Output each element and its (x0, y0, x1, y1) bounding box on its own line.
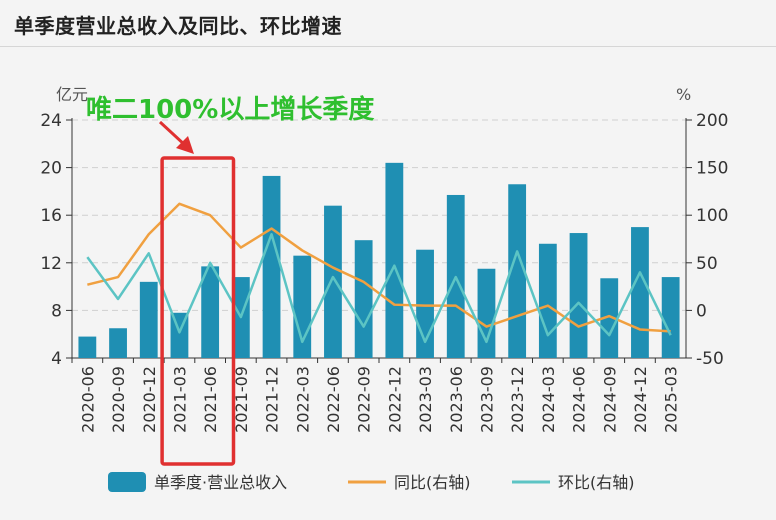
x-tick-label: 2022-09 (355, 366, 374, 433)
x-tick-label: 2024-06 (570, 366, 589, 433)
legend-label-bar: 单季度·营业总收入 (154, 473, 287, 492)
x-tick-label: 2021-12 (263, 366, 282, 433)
right-tick-label: 0 (696, 301, 707, 321)
right-tick-label: 150 (696, 159, 728, 179)
bar-2020-12 (139, 281, 158, 358)
bar-2022-06 (324, 205, 342, 358)
right-tick-label: 100 (696, 206, 728, 226)
x-tick-label: 2022-06 (324, 366, 343, 433)
x-tick-label: 2022-12 (385, 366, 404, 433)
x-tick-label: 2023-06 (447, 366, 466, 433)
arrow-line (158, 120, 188, 148)
bar-2024-06 (569, 233, 588, 358)
bar-2021-06 (201, 266, 220, 358)
left-tick-label: 24 (40, 111, 62, 131)
x-tick-label: 2021-06 (201, 366, 220, 433)
highlight-box (160, 156, 236, 466)
x-tick-label: 2023-09 (477, 366, 496, 433)
title-divider (0, 46, 776, 47)
bar-2024-09 (600, 278, 619, 358)
annotation-text: 唯二100%以上增长季度 (86, 94, 374, 125)
left-tick-label: 8 (51, 301, 62, 321)
bar-2025-03 (661, 277, 680, 358)
x-tick-label: 2021-09 (232, 366, 251, 433)
legend-swatch-bar (108, 472, 146, 492)
arrow-head (176, 136, 194, 154)
x-tick-label: 2024-12 (631, 366, 650, 433)
left-tick-label: 16 (40, 206, 62, 226)
left-tick-label: 20 (40, 159, 62, 179)
x-tick-label: 2023-03 (416, 366, 435, 433)
x-tick-label: 2020-09 (109, 366, 128, 433)
x-tick-label: 2024-09 (600, 366, 619, 433)
bar-2023-09 (477, 268, 496, 358)
bar-2020-09 (109, 328, 127, 358)
x-tick-label: 2023-12 (508, 366, 527, 433)
qoq-line (86, 232, 672, 344)
bar-2022-09 (354, 240, 373, 358)
right-tick-label: 50 (696, 254, 718, 274)
bar-2020-06 (78, 336, 97, 358)
x-tick-label: 2020-06 (78, 366, 97, 433)
left-tick-label: 12 (40, 254, 62, 274)
bar-2021-12 (262, 175, 281, 358)
x-tick-label: 2022-03 (293, 366, 312, 433)
yoy-line (87, 202, 671, 333)
x-tick-label: 2024-03 (539, 366, 558, 433)
x-tick-label: 2021-03 (170, 366, 189, 433)
left-axis-unit: 亿元 (56, 85, 88, 104)
legend-label-yoy: 同比(右轴) (394, 473, 471, 492)
right-axis-unit: % (676, 85, 691, 104)
bar-2022-12 (385, 162, 404, 358)
x-tick-label: 2020-12 (140, 366, 159, 433)
right-tick-label: 200 (696, 111, 728, 131)
right-tick-label: -50 (696, 349, 724, 369)
bar-2024-12 (631, 227, 649, 358)
bar-2024-03 (538, 243, 557, 358)
chart-title: 单季度营业总收入及同比、环比增速 (14, 14, 342, 38)
legend-label-qoq: 环比(右轴) (558, 473, 635, 492)
x-tick-label: 2025-03 (662, 366, 681, 433)
left-tick-label: 4 (51, 349, 62, 369)
